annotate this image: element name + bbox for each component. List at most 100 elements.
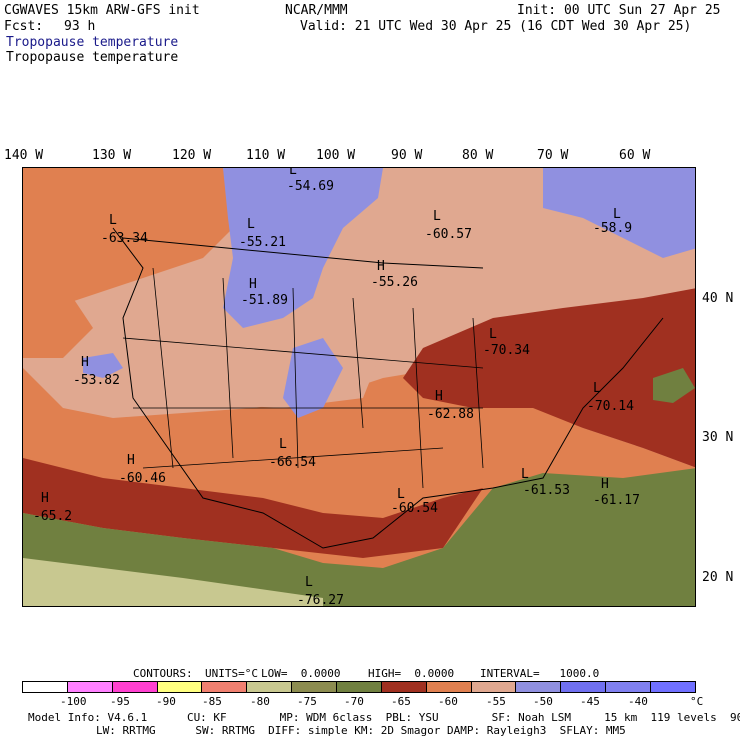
legend-swatch-1: [67, 682, 113, 692]
legend-swatch-0: [23, 682, 68, 692]
legend-swatch-10: [471, 682, 517, 692]
valid-time: Valid: 21 UTC Wed 30 Apr 25 (16 CDT Wed …: [300, 19, 692, 34]
tropopause-temperature-map[interactable]: L -54.69 L -63.34 L -55.21 L -60.57 L -5…: [22, 167, 696, 607]
center-value: -58.9: [593, 221, 633, 236]
center-value: -55.26: [371, 275, 418, 290]
field-fill-70: [653, 368, 695, 403]
legend-tick: -75: [297, 695, 317, 708]
center-value: -60.57: [425, 227, 472, 242]
legend-swatch-12: [561, 682, 607, 692]
field-title-primary: Tropopause temperature: [6, 35, 179, 50]
legend-tick: -100: [60, 695, 87, 708]
field-fill-50: [83, 353, 123, 378]
field-fill-50: [543, 168, 695, 258]
center-letter: L: [289, 167, 297, 178]
legend-swatch-7: [337, 682, 382, 692]
legend-swatch-4: [202, 682, 248, 692]
lon-label: 90 W: [391, 148, 423, 163]
lon-label: 120 W: [172, 148, 212, 163]
lat-label: 40 N: [702, 291, 734, 306]
legend-tick: -45: [580, 695, 600, 708]
state-lines: [152, 267, 484, 489]
lon-label: 140 W: [4, 148, 44, 163]
contours-label: CONTOURS:: [133, 667, 193, 680]
color-legend-bar: [22, 681, 696, 693]
center-letter: H: [41, 491, 49, 506]
center-value: -55.21: [239, 235, 286, 250]
legend-swatch-8: [381, 682, 427, 692]
legend-swatch-6: [292, 682, 338, 692]
center-letter: H: [601, 477, 609, 492]
field-fill-70: [23, 468, 695, 606]
center-letter: L: [397, 487, 405, 502]
fcst-label: Fcst:: [4, 19, 44, 34]
contours-units: UNITS=°C: [205, 667, 258, 680]
legend-tick: -60: [438, 695, 458, 708]
lon-label: 130 W: [92, 148, 132, 163]
center-value: -66.54: [269, 455, 316, 470]
model-info-line2: LW: RRTMG SW: RRTMG DIFF: simple KM: 2D …: [96, 724, 626, 737]
legend-tick: -90: [156, 695, 176, 708]
center-letter: L: [613, 207, 621, 222]
center-value: -61.53: [523, 483, 570, 498]
lon-label: 100 W: [316, 148, 356, 163]
field-fill-50: [223, 168, 383, 328]
model-title: CGWAVES 15km ARW-GFS init: [4, 3, 200, 18]
field-title-secondary: Tropopause temperature: [6, 50, 179, 65]
center-value: -62.88: [427, 407, 474, 422]
center-letter: H: [377, 259, 385, 274]
center-value: -61.17: [593, 493, 640, 508]
center-letter: H: [249, 277, 257, 292]
center-letter: H: [81, 355, 89, 370]
legend-tick: -80: [250, 695, 270, 708]
center-value: -54.69: [287, 179, 334, 194]
center-letter: L: [109, 213, 117, 228]
center-value: -51.89: [241, 293, 288, 308]
init-time: Init: 00 UTC Sun 27 Apr 25: [517, 3, 721, 18]
legend-tick: -40: [628, 695, 648, 708]
center-value: -70.14: [587, 399, 634, 414]
center-letter: L: [305, 575, 313, 590]
org-label: NCAR/MMM: [285, 3, 348, 18]
center-letter: H: [435, 389, 443, 404]
fcst-value: 93 h: [64, 19, 96, 34]
center-value: -63.34: [101, 231, 148, 246]
legend-swatch-14: [651, 682, 695, 692]
legend-unit: °C: [690, 695, 704, 708]
center-value: -76.27: [297, 593, 344, 607]
center-letter: H: [127, 453, 135, 468]
legend-tick: -65: [391, 695, 411, 708]
legend-swatch-2: [112, 682, 158, 692]
center-letter: L: [593, 381, 601, 396]
model-info-line1: Model Info: V4.6.1 CU: KF MP: WDM 6class…: [28, 711, 740, 724]
center-letter: L: [521, 467, 529, 482]
contours-low: LOW= 0.0000: [261, 667, 341, 680]
legend-swatch-13: [606, 682, 652, 692]
state-lines: [122, 337, 484, 469]
lat-label: 20 N: [702, 570, 734, 585]
lon-label: 80 W: [462, 148, 494, 163]
center-letter: L: [489, 327, 497, 342]
coastline: [112, 227, 664, 549]
center-letter: L: [247, 217, 255, 232]
center-value: -60.54: [391, 501, 438, 516]
lon-label: 110 W: [246, 148, 286, 163]
legend-tick: -55: [486, 695, 506, 708]
lat-label: 30 N: [702, 430, 734, 445]
field-fill-60: [23, 168, 233, 318]
contours-interval: INTERVAL= 1000.0: [480, 667, 600, 680]
legend-swatch-5: [247, 682, 293, 692]
contours-high: HIGH= 0.0000: [368, 667, 455, 680]
legend-swatch-11: [516, 682, 562, 692]
field-fill-65: [23, 458, 483, 558]
legend-tick: -50: [533, 695, 553, 708]
field-fill-50: [283, 338, 343, 418]
center-value: -70.34: [483, 343, 530, 358]
legend-swatch-3: [157, 682, 203, 692]
field-fill-65: [403, 288, 695, 468]
legend-tick: -70: [344, 695, 364, 708]
legend-swatch-9: [426, 682, 472, 692]
center-letter: L: [279, 437, 287, 452]
field-fill-60: [23, 288, 93, 358]
center-value: -53.82: [73, 373, 120, 388]
